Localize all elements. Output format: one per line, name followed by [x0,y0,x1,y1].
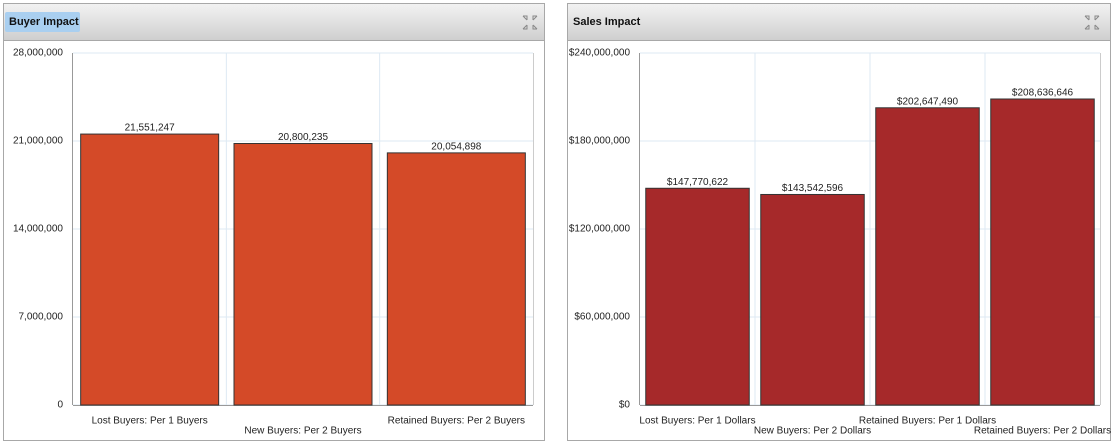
bar [645,187,750,406]
expand-icon[interactable] [522,15,538,30]
bar [233,143,373,406]
y-tick-label: $120,000,000 [569,224,631,235]
data-label: $208,636,646 [1012,88,1074,99]
data-label: 20,054,898 [431,142,481,153]
panel-title: Buyer Impact [9,16,79,28]
x-tick-label: Lost Buyers: Per 1 Dollars [639,416,755,427]
y-tick-label: 21,000,000 [13,136,63,147]
bar [760,193,865,406]
x-tick-label: Retained Buyers: Per 1 Dollars [859,416,996,427]
x-tick-label: Retained Buyers: Per 2 Dollars [974,426,1111,437]
title-highlight [5,12,80,32]
data-label: $143,542,596 [782,183,844,194]
data-label: $147,770,622 [667,177,729,188]
x-tick-label: Lost Buyers: Per 1 Buyers [92,416,208,427]
bar [80,133,220,406]
data-label: $202,647,490 [897,96,959,107]
expand-icon[interactable] [1084,15,1100,30]
y-tick-label: 14,000,000 [13,224,63,235]
y-tick-label: 28,000,000 [13,48,63,59]
y-tick-label: $60,000,000 [574,312,630,323]
data-label: 21,551,247 [125,123,175,134]
x-tick-label: New Buyers: Per 2 Dollars [754,426,871,437]
y-tick-label: $180,000,000 [569,136,631,147]
y-tick-label: 0 [57,400,63,411]
bar [875,107,980,406]
bar [990,98,1095,406]
y-tick-label: $240,000,000 [569,48,631,59]
panel-title: Sales Impact [573,16,641,28]
bar [386,152,526,406]
data-label: 20,800,235 [278,132,328,143]
x-tick-label: Retained Buyers: Per 2 Buyers [388,416,525,427]
y-tick-label: $0 [619,400,631,411]
y-tick-label: 7,000,000 [19,312,64,323]
x-tick-label: New Buyers: Per 2 Buyers [244,426,361,437]
